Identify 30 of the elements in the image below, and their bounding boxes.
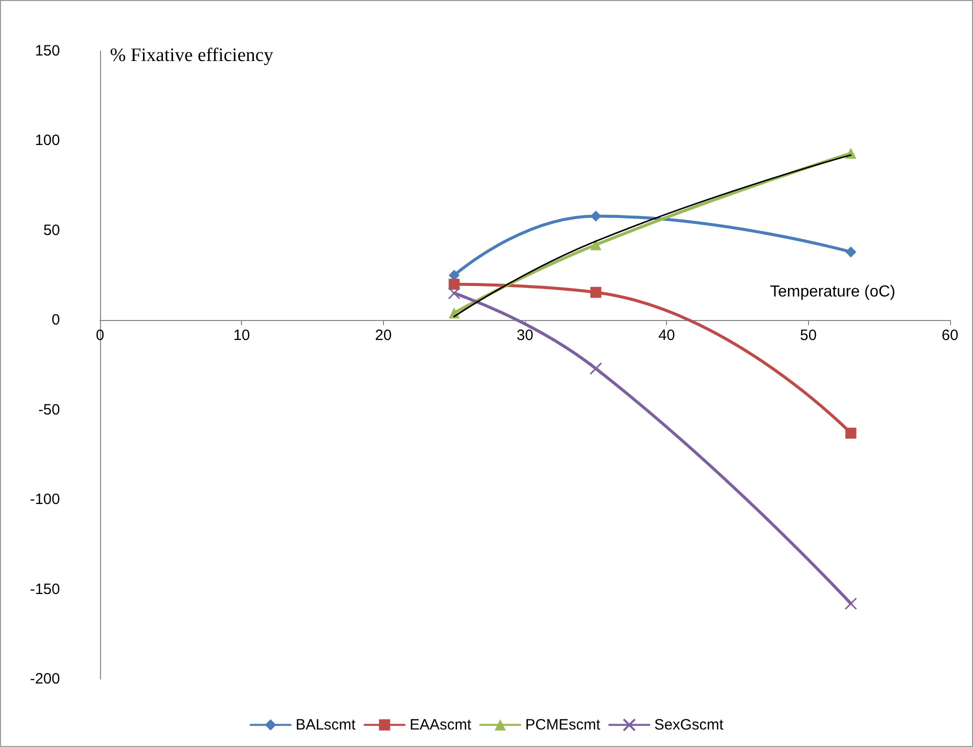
y-tick-label: 100	[34, 132, 60, 150]
x-tick-label: 60	[942, 327, 958, 344]
point	[590, 286, 602, 298]
point	[845, 428, 856, 439]
point	[844, 597, 858, 610]
y-tick-label: -150	[30, 580, 60, 598]
legend-label: EAAscmt	[410, 716, 472, 734]
point	[590, 210, 602, 222]
y-tick-label: -100	[30, 491, 60, 508]
point	[448, 286, 460, 300]
x-axis-title: Temperature (oC)	[770, 284, 896, 301]
y-tick-label: -200	[30, 670, 60, 688]
x-tick-label: 30	[516, 327, 534, 344]
point	[845, 246, 856, 258]
x-tick-label: 50	[800, 327, 817, 344]
y-axis-title: % Fixative efficiency	[110, 45, 274, 66]
y-tick-label: 150	[34, 42, 60, 60]
x-tick-label: 40	[658, 327, 676, 344]
point	[590, 239, 602, 250]
x-tick-label: 10	[233, 327, 250, 344]
legend-label: BALscmt	[296, 716, 356, 734]
legend-label: SexGscmt	[654, 716, 724, 734]
x-tick-label: 20	[374, 327, 392, 344]
y-tick-label: -50	[38, 401, 60, 418]
y-tick-label: 0	[52, 312, 60, 329]
y-tick-label: 50	[43, 222, 60, 239]
point	[590, 362, 602, 375]
x-tick-label: 0	[96, 327, 104, 344]
point	[448, 278, 460, 290]
legend-label: PCMEscmt	[525, 716, 602, 734]
